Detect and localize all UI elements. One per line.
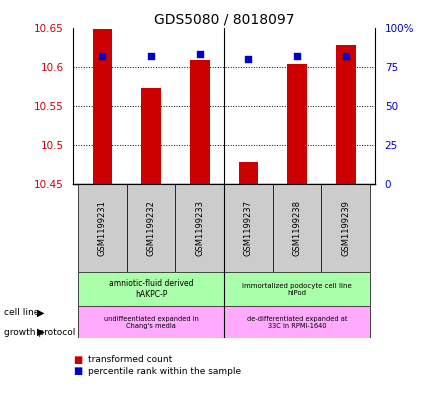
Text: GSM1199238: GSM1199238 — [292, 200, 301, 256]
Text: cell line: cell line — [4, 308, 40, 317]
Bar — [190, 61, 209, 184]
Bar — [238, 162, 258, 184]
Bar — [78, 306, 224, 338]
Text: growth protocol: growth protocol — [4, 328, 76, 336]
Text: percentile rank within the sample: percentile rank within the sample — [88, 367, 241, 376]
Point — [293, 53, 300, 59]
Title: GDS5080 / 8018097: GDS5080 / 8018097 — [154, 12, 294, 26]
Text: amniotic-fluid derived
hAKPC-P: amniotic-fluid derived hAKPC-P — [109, 279, 193, 299]
Bar — [92, 29, 112, 184]
Text: GSM1199232: GSM1199232 — [146, 200, 155, 256]
Bar — [78, 272, 224, 306]
Bar — [224, 272, 369, 306]
Point — [147, 53, 154, 59]
Text: transformed count: transformed count — [88, 355, 172, 364]
Bar — [175, 184, 224, 272]
Text: GSM1199237: GSM1199237 — [243, 200, 252, 256]
Text: ■: ■ — [73, 366, 82, 376]
Bar — [272, 184, 321, 272]
Bar — [224, 184, 272, 272]
Point — [99, 53, 106, 59]
Point — [196, 51, 203, 57]
Text: GSM1199239: GSM1199239 — [341, 200, 350, 256]
Text: immortalized podocyte cell line
hIPod: immortalized podocyte cell line hIPod — [242, 283, 351, 296]
Bar — [224, 306, 369, 338]
Text: ■: ■ — [73, 354, 82, 365]
Bar — [78, 184, 126, 272]
Bar — [287, 64, 306, 184]
Text: undiffeentiated expanded in
Chang's media: undiffeentiated expanded in Chang's medi… — [104, 316, 198, 329]
Text: de-differentiated expanded at
33C in RPMI-1640: de-differentiated expanded at 33C in RPM… — [246, 316, 347, 329]
Bar — [321, 184, 369, 272]
Point — [244, 56, 251, 62]
Bar — [141, 88, 160, 184]
Point — [341, 53, 348, 59]
Text: ▶: ▶ — [37, 307, 44, 318]
Text: ▶: ▶ — [37, 327, 44, 337]
Text: GSM1199233: GSM1199233 — [195, 200, 204, 256]
Text: GSM1199231: GSM1199231 — [98, 200, 107, 256]
Bar — [126, 184, 175, 272]
Bar — [335, 45, 355, 184]
